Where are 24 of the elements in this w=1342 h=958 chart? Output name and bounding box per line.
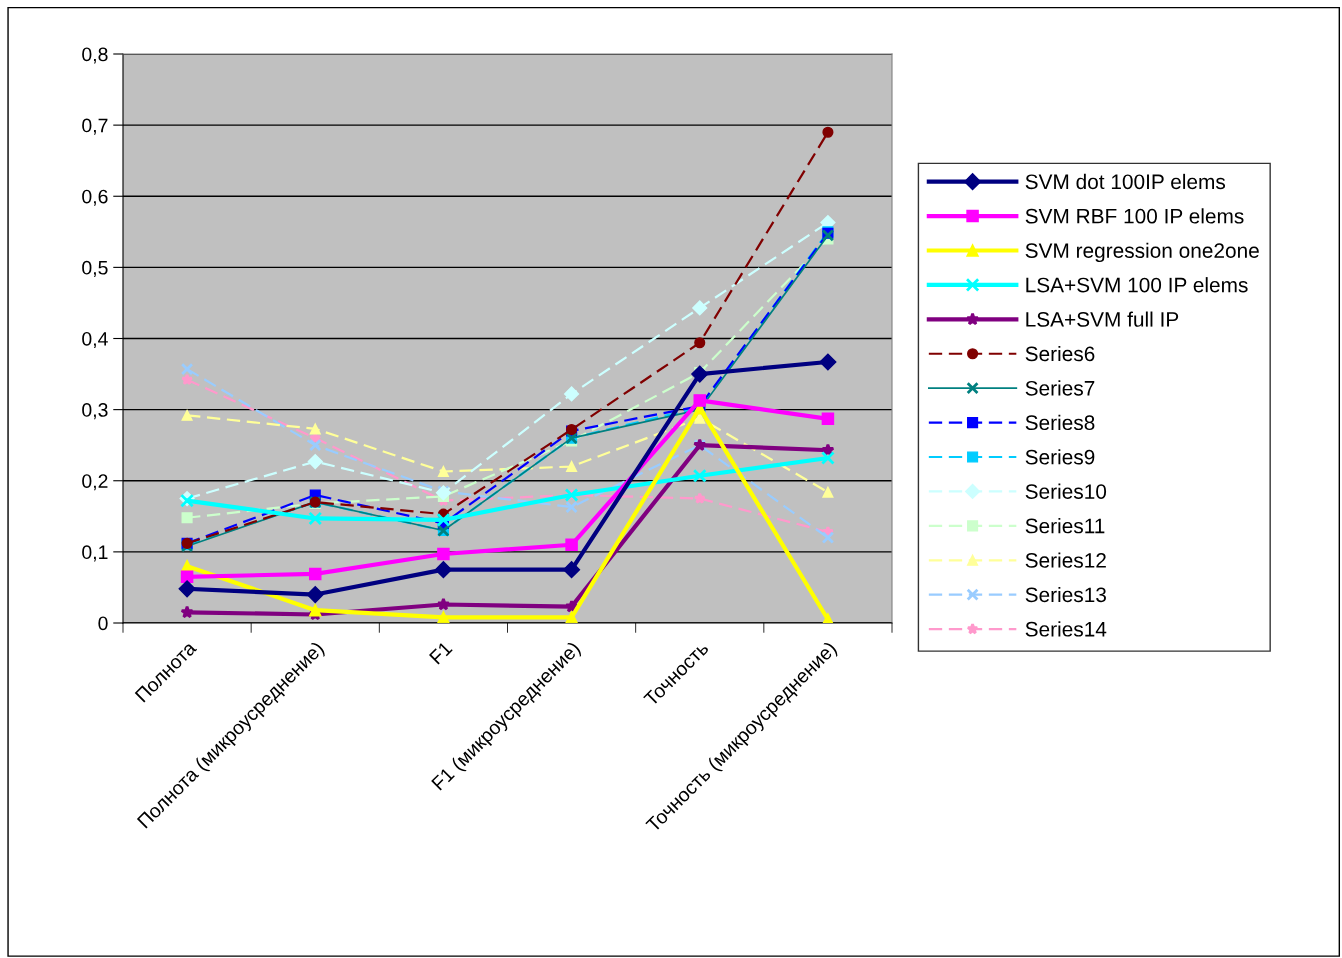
x-tick-label: F1 xyxy=(429,640,453,665)
legend-label: Series6 xyxy=(1025,345,1095,362)
legend-label: Series7 xyxy=(1025,380,1095,396)
y-tick-label: 0,1 xyxy=(82,545,108,562)
y-tick-label: 0,4 xyxy=(82,331,108,349)
legend-label: SVM dot 100IP elems xyxy=(1025,173,1226,190)
legend-label: Series11 xyxy=(1025,518,1105,534)
legend-label: LSA+SVM 100 IP elems xyxy=(1026,277,1248,293)
legend-label: LSA+SVM full IP xyxy=(1026,311,1179,327)
y-tick-label: 0,3 xyxy=(82,403,108,420)
y-tick-label: 0,5 xyxy=(82,260,108,277)
legend-label: Series12 xyxy=(1025,552,1106,568)
legend-label: SVM RBF 100 IP elems xyxy=(1025,208,1244,224)
legend-label: SVM regression one2one xyxy=(1025,242,1259,263)
legend-label: Series9 xyxy=(1025,449,1095,465)
legend-label: Series14 xyxy=(1025,621,1107,637)
y-tick-label: 0,7 xyxy=(82,118,108,135)
legend-label: Series10 xyxy=(1025,483,1107,499)
legend-label: Series8 xyxy=(1025,414,1095,431)
y-tick-label: 0,2 xyxy=(82,474,108,491)
legend-label: Series13 xyxy=(1025,586,1106,603)
y-tick-label: 0,6 xyxy=(82,189,108,206)
y-tick-label: 0,8 xyxy=(82,47,108,64)
y-tick-label: 0 xyxy=(98,616,108,631)
